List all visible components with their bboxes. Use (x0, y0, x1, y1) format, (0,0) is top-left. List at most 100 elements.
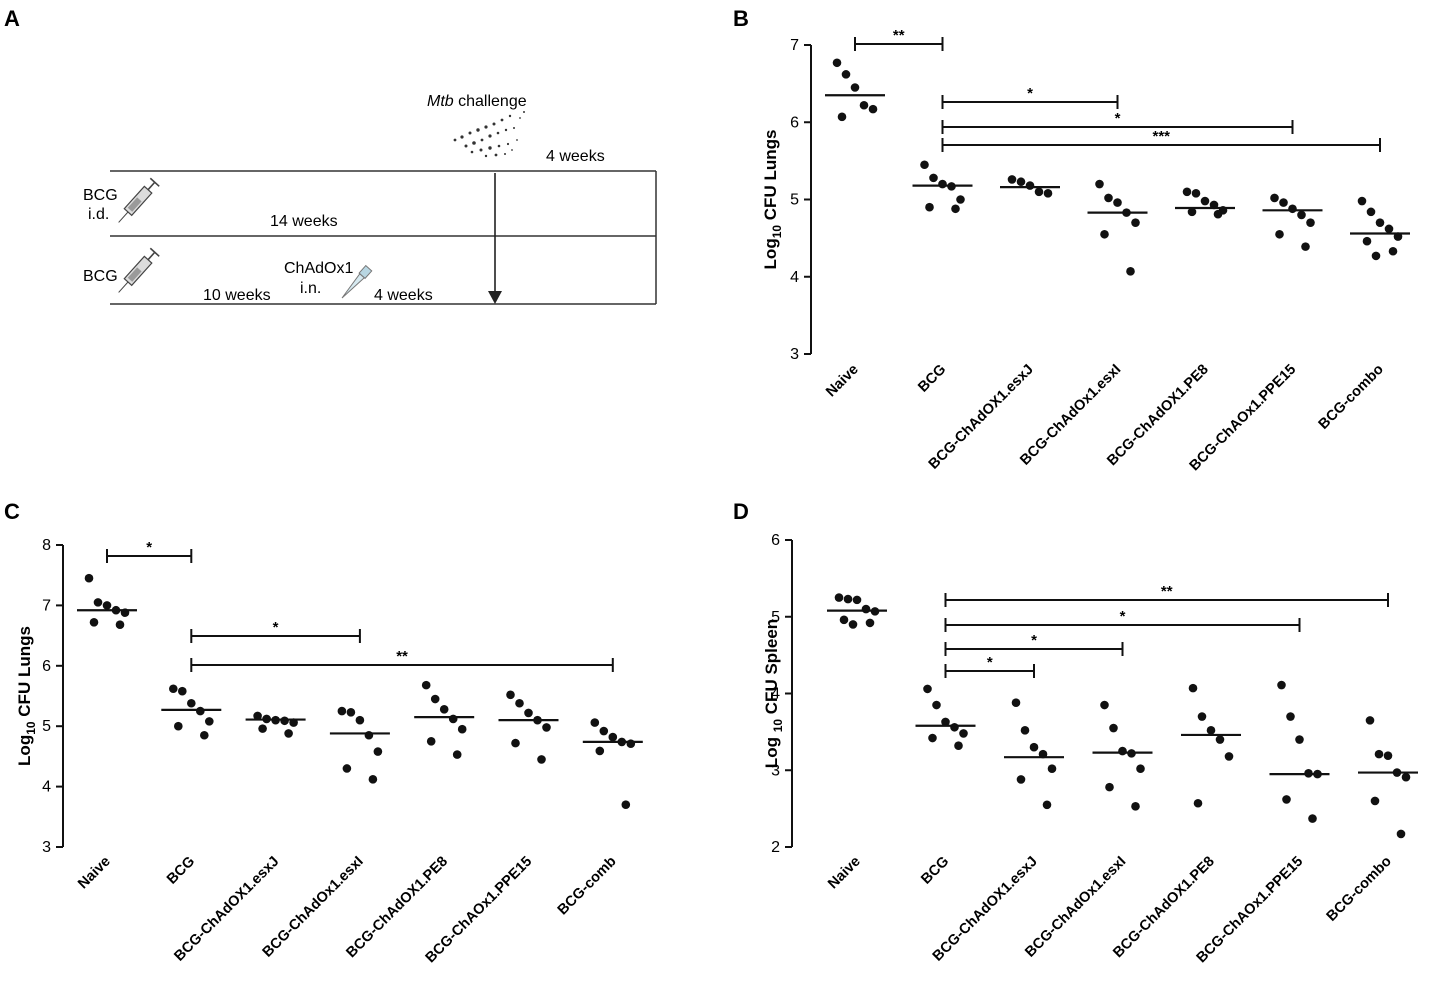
boost-duration: 4 weeks (374, 287, 433, 304)
y-tick-label: 2 (771, 839, 780, 856)
panel-letter-b: B (733, 6, 749, 31)
chart-d: 2 3 4 5 6 Log 10 CFU Spleen Naive BCG BCG-ChAdOX… (762, 532, 1418, 966)
data-point (1104, 193, 1113, 203)
data-point (102, 601, 112, 610)
data-point (1118, 746, 1127, 756)
timeline-frame (110, 170, 657, 305)
data-point (956, 195, 965, 204)
data-point (1383, 751, 1393, 760)
y-tick-label: 5 (771, 609, 780, 626)
data-point (839, 615, 849, 625)
data-point (1042, 800, 1052, 810)
data-point (1029, 742, 1039, 752)
data-point (1275, 229, 1284, 239)
x-category-label: BCG (915, 362, 949, 396)
data-point (426, 737, 436, 746)
data-point (951, 204, 960, 214)
row1-route: i.d. (88, 206, 109, 223)
data-point (515, 698, 524, 708)
data-point (1131, 218, 1140, 227)
data-point (337, 706, 347, 716)
data-point (506, 690, 515, 700)
data-point (511, 738, 520, 748)
y-axis-label-b: Log10 CFU Lungs (761, 130, 784, 270)
significance-label: ** (893, 27, 905, 44)
data-point (1301, 242, 1310, 251)
data-point (542, 723, 551, 732)
mtb-aerosol-icon (453, 111, 525, 158)
data-point (1396, 829, 1406, 839)
data-point (865, 618, 875, 628)
data-point (859, 100, 869, 110)
panel-a-schematic: A Mtb challenge 4 weeks (4, 6, 657, 305)
y-tick-label: 6 (42, 658, 51, 675)
data-point (1136, 764, 1145, 774)
data-point (923, 684, 932, 694)
x-category-label: Naive (825, 854, 864, 893)
syringe-icon (118, 247, 160, 293)
data-point (1384, 224, 1394, 234)
data-point (1306, 218, 1315, 227)
data-point (346, 708, 356, 717)
data-point (868, 104, 878, 114)
data-point (284, 729, 293, 738)
data-point (1388, 246, 1398, 256)
data-point (1206, 726, 1216, 735)
data-point (169, 684, 178, 694)
x-category-label: BCG-ChAdOX1.PE8 (1110, 854, 1218, 962)
data-point (1279, 198, 1288, 207)
data-point (452, 750, 462, 759)
data-point (1188, 683, 1198, 693)
data-point (852, 595, 862, 605)
data-point (448, 714, 458, 724)
data-point (524, 708, 533, 718)
data-point (1034, 187, 1044, 197)
data-point (1016, 775, 1026, 784)
row1-duration: 14 weeks (270, 213, 338, 230)
data-point (1095, 179, 1104, 189)
y-tick-label: 4 (42, 779, 51, 796)
data-point (1295, 735, 1304, 744)
data-point (932, 700, 941, 710)
data-point (187, 698, 196, 708)
y-tick-label: 7 (42, 597, 51, 614)
data-point (1007, 175, 1017, 184)
data-point (1131, 802, 1140, 811)
data-point (621, 800, 631, 810)
data-point (205, 717, 214, 726)
data-point (590, 718, 600, 727)
syringe-icon (118, 177, 160, 223)
data-point (1113, 198, 1122, 207)
y-tick-label: 5 (42, 718, 51, 735)
data-point (1187, 207, 1197, 217)
data-point (89, 618, 99, 627)
data-point (929, 173, 938, 183)
data-point (608, 732, 618, 742)
y-tick-label: 4 (790, 269, 799, 286)
data-point (1197, 712, 1207, 721)
panel-letter-c: C (4, 499, 20, 524)
data-point (626, 739, 636, 749)
data-point (1362, 236, 1372, 246)
data-point (373, 747, 383, 756)
x-category-label: BCG-ChAdOx1.esxI (1022, 854, 1129, 961)
data-point (280, 716, 289, 726)
significance-label: * (987, 654, 993, 671)
data-point (196, 706, 205, 716)
data-point (1105, 782, 1114, 792)
significance-label: ** (396, 648, 408, 665)
data-point (93, 598, 103, 607)
data-point (954, 741, 963, 750)
data-point (368, 775, 378, 784)
data-point (174, 721, 183, 731)
data-point (364, 730, 374, 740)
pipette-icon (341, 264, 373, 299)
y-tick-label: 6 (771, 532, 780, 549)
x-category-label: Naive (75, 854, 114, 893)
data-point (1370, 796, 1380, 806)
x-category-label: BCG-combo (1324, 853, 1395, 924)
row2-vaccine: BCG (83, 268, 118, 285)
data-point (1126, 267, 1135, 276)
data-point (837, 112, 847, 122)
